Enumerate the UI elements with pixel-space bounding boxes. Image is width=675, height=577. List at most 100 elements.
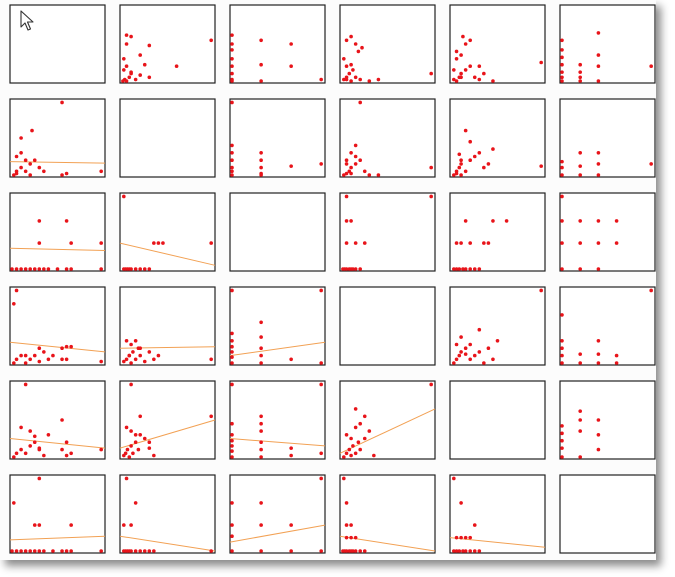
data-point	[344, 194, 349, 199]
data-point	[578, 267, 582, 271]
matrix-cell-2-3	[339, 192, 436, 272]
data-point	[69, 549, 73, 553]
data-point	[349, 165, 353, 170]
data-point	[230, 534, 234, 538]
data-point	[560, 219, 564, 223]
data-point	[457, 549, 462, 553]
data-point	[259, 79, 263, 83]
data-point	[209, 357, 213, 362]
cell-frame	[229, 380, 326, 460]
data-point	[578, 455, 582, 459]
data-point	[230, 64, 234, 68]
cell-frame	[449, 380, 546, 460]
data-point	[344, 433, 349, 437]
data-point	[230, 350, 234, 354]
matrix-cell-0-2	[229, 4, 326, 84]
data-point	[459, 501, 463, 505]
data-point	[463, 68, 468, 72]
matrix-cell-5-1	[119, 474, 216, 554]
data-point	[362, 549, 367, 553]
data-point	[259, 440, 263, 445]
data-point	[122, 57, 126, 61]
matrix-cell-1-1	[119, 98, 216, 178]
data-point	[358, 100, 363, 105]
data-point	[596, 361, 601, 365]
data-point	[578, 361, 582, 365]
data-point	[578, 352, 582, 356]
data-point	[69, 241, 73, 245]
data-point	[138, 353, 142, 358]
data-point	[32, 440, 37, 445]
trend-line	[119, 535, 216, 552]
data-point	[60, 447, 64, 452]
data-point	[259, 549, 263, 553]
data-point	[560, 241, 564, 245]
data-point	[289, 357, 293, 362]
data-point	[12, 455, 16, 459]
data-point	[174, 64, 179, 68]
data-point	[209, 549, 213, 553]
data-point	[28, 429, 32, 433]
data-point	[259, 361, 263, 365]
data-point	[596, 53, 601, 57]
data-point	[230, 339, 234, 343]
data-point	[351, 549, 355, 553]
data-point	[351, 68, 355, 72]
data-point	[60, 418, 64, 422]
data-point	[349, 219, 353, 223]
data-point	[349, 535, 353, 540]
data-point	[344, 241, 349, 245]
data-point	[133, 549, 138, 553]
cell-frame	[229, 98, 326, 178]
data-point	[133, 440, 138, 445]
data-point	[23, 549, 28, 553]
data-point	[230, 33, 234, 37]
data-point	[37, 476, 42, 481]
data-point	[344, 77, 349, 82]
data-point	[614, 353, 619, 358]
data-point	[69, 344, 73, 349]
data-point	[578, 75, 582, 80]
data-point	[477, 77, 482, 82]
data-point	[596, 447, 601, 452]
data-point	[461, 549, 465, 553]
data-point	[560, 38, 564, 43]
matrix-cell-0-3	[339, 4, 436, 84]
data-point	[129, 34, 133, 39]
data-point	[46, 433, 51, 437]
data-point	[344, 549, 349, 553]
data-point	[472, 353, 477, 358]
data-point	[367, 79, 372, 83]
data-point	[51, 353, 55, 358]
data-point	[32, 158, 37, 162]
matrix-cell-0-5	[559, 4, 656, 84]
data-point	[131, 451, 135, 456]
data-point	[472, 549, 477, 553]
data-point	[358, 549, 363, 553]
data-point	[353, 451, 358, 456]
data-point	[477, 549, 482, 553]
data-point	[10, 549, 14, 553]
data-point	[319, 476, 323, 481]
data-point	[649, 64, 653, 68]
data-point	[468, 241, 473, 245]
data-point	[596, 64, 601, 68]
data-point	[230, 433, 234, 437]
data-point	[99, 447, 103, 452]
data-point	[124, 357, 129, 362]
data-point	[353, 154, 358, 159]
data-point	[596, 267, 601, 271]
data-point	[468, 267, 473, 271]
data-point	[142, 549, 147, 553]
data-point	[349, 34, 353, 39]
data-point	[60, 549, 64, 553]
data-point	[23, 158, 28, 162]
data-point	[539, 164, 543, 168]
data-point	[259, 62, 263, 67]
data-point	[560, 446, 564, 450]
data-point	[99, 169, 103, 174]
data-point	[454, 535, 459, 540]
data-point	[122, 68, 126, 72]
data-point	[429, 194, 433, 199]
data-point	[376, 77, 381, 82]
